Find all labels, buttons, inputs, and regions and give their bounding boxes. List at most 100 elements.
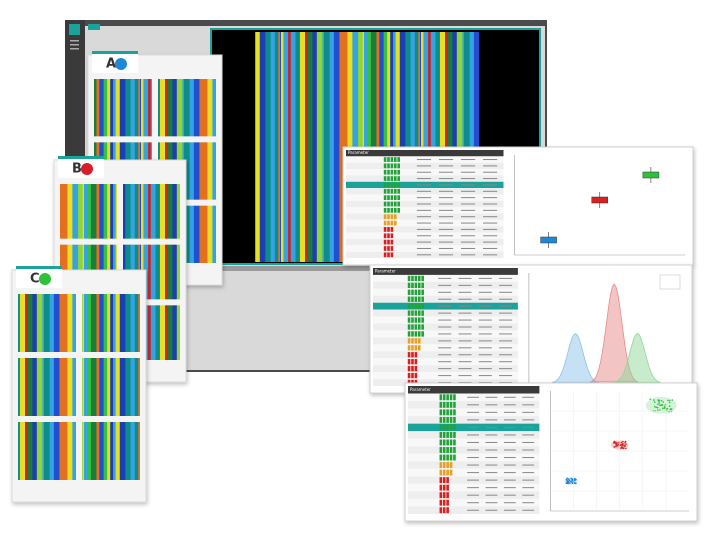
cell-value bbox=[438, 361, 452, 363]
cell-value bbox=[522, 502, 535, 504]
cell-value bbox=[458, 305, 472, 307]
rating-square bbox=[383, 227, 387, 232]
sidebar-icon[interactable] bbox=[69, 24, 80, 35]
cell-value bbox=[483, 222, 498, 224]
rating-square bbox=[407, 352, 411, 358]
scatter-point bbox=[621, 446, 623, 448]
table-header: Parameter bbox=[348, 150, 369, 155]
rating-square bbox=[446, 469, 449, 476]
rating-square bbox=[394, 157, 397, 162]
rating-square bbox=[383, 195, 387, 201]
cell-value bbox=[416, 216, 432, 218]
scatter-point bbox=[667, 399, 669, 402]
rating-square bbox=[407, 324, 411, 330]
cell-value bbox=[438, 197, 454, 199]
cell-value bbox=[416, 159, 432, 161]
rating-square bbox=[390, 182, 394, 188]
card-label: C bbox=[30, 272, 40, 287]
cell-value bbox=[483, 178, 498, 180]
cell-value bbox=[467, 479, 479, 481]
card-tab bbox=[92, 51, 138, 73]
rating-square bbox=[407, 338, 411, 344]
cell-value bbox=[458, 277, 472, 279]
rating-square bbox=[414, 303, 418, 309]
rating-square bbox=[417, 310, 421, 316]
scatter-point bbox=[617, 443, 620, 446]
cell-value bbox=[522, 494, 535, 496]
menu-icon[interactable] bbox=[70, 48, 79, 50]
cell-value bbox=[478, 340, 492, 342]
cell-value bbox=[503, 434, 516, 436]
cell-value bbox=[438, 354, 452, 356]
rating-square bbox=[390, 233, 394, 239]
cell-value bbox=[522, 457, 535, 459]
rating-square bbox=[446, 499, 449, 506]
rating-square bbox=[390, 169, 394, 175]
rating-square bbox=[394, 169, 397, 175]
scatter-point bbox=[661, 403, 663, 406]
scatter-point bbox=[565, 478, 568, 481]
rating-square bbox=[449, 401, 453, 408]
cell-value bbox=[483, 241, 498, 243]
cell-value bbox=[522, 479, 535, 481]
rating-square bbox=[397, 163, 400, 169]
scatter-point bbox=[566, 482, 569, 485]
rating-square bbox=[449, 469, 453, 476]
rating-square bbox=[439, 484, 443, 491]
rating-square bbox=[387, 220, 390, 226]
cell-value bbox=[499, 354, 513, 356]
cell-value bbox=[522, 472, 535, 474]
cell-value bbox=[467, 472, 479, 474]
rating-square bbox=[442, 477, 446, 484]
rating-square bbox=[453, 431, 456, 438]
cell-value bbox=[503, 396, 516, 398]
menu-icon[interactable] bbox=[70, 44, 79, 46]
cell-value bbox=[503, 441, 516, 443]
cell-value bbox=[416, 203, 432, 205]
scatter-point bbox=[625, 443, 627, 446]
card-thumbnail bbox=[82, 294, 140, 352]
scatter-point bbox=[574, 479, 576, 482]
cell-value bbox=[478, 361, 492, 363]
cell-value bbox=[485, 464, 498, 466]
cell-value bbox=[522, 449, 535, 451]
cell-value bbox=[460, 190, 476, 192]
cell-value bbox=[460, 171, 476, 173]
cell-value bbox=[503, 419, 516, 421]
cell-value bbox=[483, 171, 498, 173]
cell-value bbox=[478, 305, 492, 307]
rating-square bbox=[417, 338, 421, 344]
cell-value bbox=[499, 333, 513, 335]
rating-square bbox=[394, 207, 397, 213]
cell-value bbox=[478, 298, 492, 300]
rating-square bbox=[414, 372, 418, 379]
cell-value bbox=[467, 426, 479, 428]
rating-square bbox=[414, 359, 418, 365]
scatter-point bbox=[615, 445, 617, 448]
cell-value bbox=[503, 472, 516, 474]
cell-value bbox=[483, 209, 498, 211]
rating-square bbox=[446, 439, 449, 446]
scatter-point bbox=[655, 406, 657, 409]
card-tab-accent bbox=[92, 51, 138, 54]
cell-value bbox=[416, 235, 432, 237]
rating-square bbox=[411, 365, 414, 372]
rating-square bbox=[383, 169, 387, 175]
cell-value bbox=[467, 411, 479, 413]
density-curve bbox=[614, 332, 661, 383]
rating-square bbox=[449, 454, 453, 461]
rating-square bbox=[439, 416, 443, 423]
scatter-point bbox=[661, 407, 664, 409]
cell-value bbox=[438, 247, 454, 249]
card-tab bbox=[16, 266, 62, 288]
cell-value bbox=[458, 375, 472, 377]
menu-icon[interactable] bbox=[70, 40, 79, 42]
cell-value bbox=[467, 464, 479, 466]
rating-square bbox=[387, 182, 390, 188]
cell-value bbox=[499, 361, 513, 363]
scatter-point bbox=[649, 398, 651, 400]
rating-square bbox=[449, 439, 453, 446]
rating-square bbox=[383, 220, 387, 226]
cell-value bbox=[458, 333, 472, 335]
rating-square bbox=[421, 296, 424, 302]
